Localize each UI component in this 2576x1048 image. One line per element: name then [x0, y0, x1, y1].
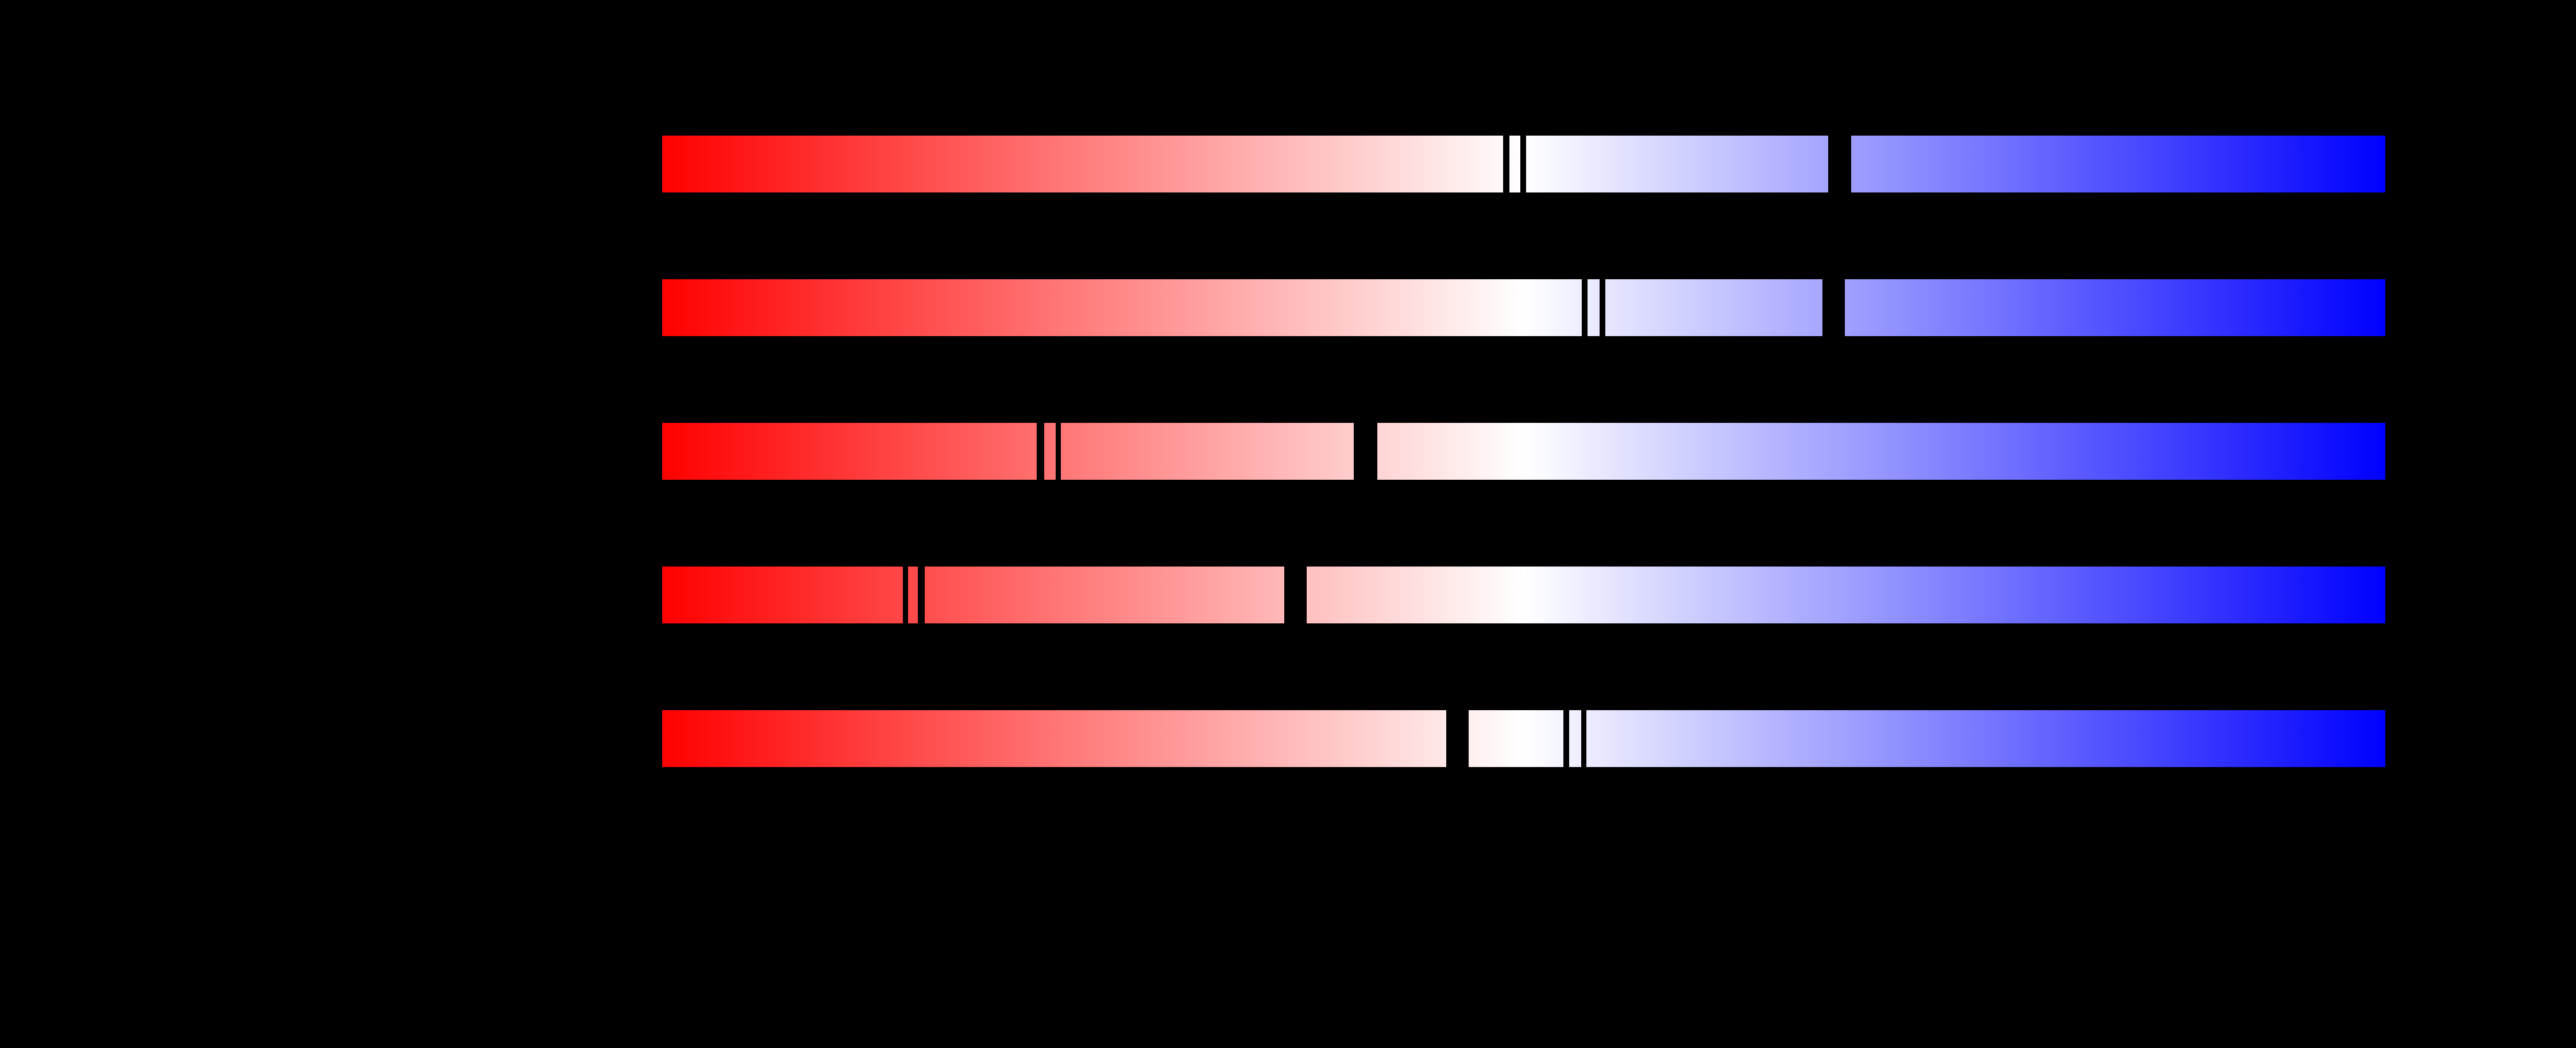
thin-tick-marker [1056, 423, 1061, 480]
thin-tick-marker [1600, 279, 1605, 336]
thin-tick-marker [1581, 710, 1586, 767]
thin-tick-marker [1563, 710, 1569, 767]
gradient-bar-row-2 [662, 279, 2385, 336]
thin-tick-marker [1037, 423, 1044, 480]
wide-gap-marker [1822, 279, 1845, 336]
wide-gap-marker [1446, 710, 1469, 767]
thin-tick-marker [1520, 136, 1526, 192]
thin-tick-marker [903, 567, 908, 623]
gradient-bar-row-4 [662, 567, 2385, 623]
thin-tick-marker [1503, 136, 1509, 192]
thin-tick-marker [1582, 279, 1588, 336]
thin-tick-marker [918, 567, 925, 623]
wide-gap-marker [1284, 567, 1307, 623]
gradient-bar-row-1 [662, 136, 2385, 192]
gradient-bar-row-5 [662, 710, 2385, 767]
wide-gap-marker [1828, 136, 1851, 192]
wide-gap-marker [1354, 423, 1377, 480]
gradient-bar-row-3 [662, 423, 2385, 480]
